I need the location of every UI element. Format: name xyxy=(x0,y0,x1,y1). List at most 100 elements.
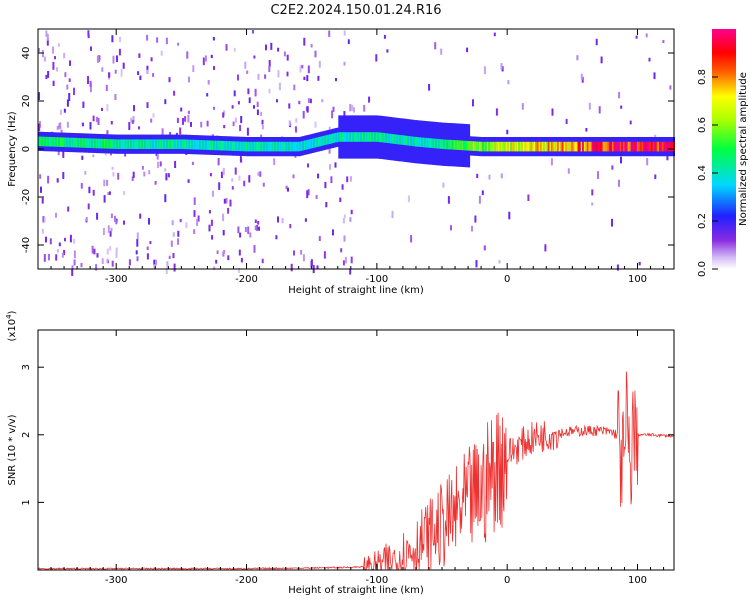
spectral-cell xyxy=(644,141,647,152)
spectral-cell xyxy=(568,141,571,152)
spectral-cell xyxy=(231,141,234,151)
spectral-cell xyxy=(325,135,328,145)
spectral-cell xyxy=(325,202,328,208)
spectral-cell xyxy=(108,139,111,149)
spectral-cell xyxy=(53,137,56,147)
spectral-cell xyxy=(598,106,601,114)
spectral-cell xyxy=(82,101,85,108)
spectral-cell xyxy=(601,141,603,152)
spectral-cell xyxy=(164,194,167,203)
spectral-cell xyxy=(192,65,195,72)
x-tick-label: 100 xyxy=(628,274,647,285)
spectral-cell xyxy=(408,136,411,146)
spectral-cell xyxy=(434,42,437,50)
x-tick-label: -100 xyxy=(366,575,389,586)
spectral-cell xyxy=(315,195,318,199)
spectral-cell xyxy=(410,235,413,243)
spectral-cell xyxy=(378,132,381,143)
spectral-cell xyxy=(349,268,352,275)
spectral-cell xyxy=(176,117,179,123)
spectral-cell xyxy=(292,174,295,179)
spectral-cell xyxy=(510,141,513,152)
spectral-cell xyxy=(185,222,188,228)
spectral-cell xyxy=(227,207,230,214)
spectral-cell xyxy=(567,168,570,174)
spectral-cell xyxy=(615,141,618,152)
spectral-cell xyxy=(115,247,118,254)
spectral-cell xyxy=(272,141,275,152)
spectral-cell xyxy=(268,60,271,67)
spectral-cell xyxy=(247,141,250,152)
spectral-cell xyxy=(238,175,241,181)
spectral-cell xyxy=(508,141,511,152)
spectral-cell xyxy=(404,135,406,146)
spectral-cell xyxy=(260,141,263,152)
spectral-cell xyxy=(433,138,436,149)
spectral-cell xyxy=(349,132,352,142)
spectral-cell xyxy=(234,167,237,175)
spectral-cell xyxy=(240,257,243,263)
spectral-cell xyxy=(193,210,196,217)
spectral-cell xyxy=(239,232,242,238)
spectral-cell xyxy=(303,37,306,46)
spectral-cell xyxy=(106,248,109,255)
spectral-cell xyxy=(54,56,56,60)
spectral-cell xyxy=(541,141,544,152)
spectral-cell xyxy=(225,44,228,51)
spectral-cell xyxy=(663,141,666,152)
spectral-cell xyxy=(449,139,452,150)
spectral-cell xyxy=(234,117,237,123)
spectral-cell xyxy=(393,134,395,144)
spectral-cell xyxy=(669,141,672,152)
spectral-cell xyxy=(227,255,230,261)
spectral-cell xyxy=(206,93,209,97)
spectral-cell xyxy=(500,63,503,70)
colorbar-gradient xyxy=(712,29,736,269)
bottom-x-ticks: -300 -200 -100 0 100 xyxy=(50,330,665,586)
spectral-cell xyxy=(465,140,467,151)
spectral-cell xyxy=(120,139,123,149)
spectral-cell xyxy=(131,176,134,181)
spectral-cell xyxy=(63,108,66,113)
spectral-cell xyxy=(114,139,117,149)
spectral-cell xyxy=(187,110,190,115)
spectral-cell xyxy=(95,138,98,149)
spectral-cell xyxy=(258,141,261,152)
spectral-cell xyxy=(291,141,294,152)
spectral-cell xyxy=(576,55,579,61)
spectral-cell xyxy=(429,138,431,148)
spectral-cell xyxy=(225,197,228,204)
spectral-cell xyxy=(264,141,267,152)
spectral-cell xyxy=(146,69,149,74)
spectral-cell xyxy=(44,136,47,147)
spectral-cell xyxy=(165,37,168,45)
spectral-cell xyxy=(55,212,57,218)
top-x-ticks: -300 -200 -100 0 100 xyxy=(50,29,665,285)
spectral-cell xyxy=(366,132,369,142)
spectral-cell xyxy=(640,141,643,152)
spectral-cell xyxy=(231,186,234,190)
spectral-cell xyxy=(313,138,316,148)
spectral-cell xyxy=(335,132,338,143)
spectral-cell xyxy=(101,107,103,111)
spectral-cell xyxy=(188,139,191,150)
spectral-cell xyxy=(70,137,73,148)
bottom-y-axis-label: SNR (10 * v/v) xyxy=(7,414,18,485)
spectral-cell xyxy=(583,141,586,152)
bottom-y-ticks: 1 2 3 xyxy=(21,364,674,506)
spectral-cell xyxy=(171,220,174,226)
spectral-cell xyxy=(374,132,377,142)
spectral-cell xyxy=(218,182,221,190)
spectral-cell xyxy=(285,185,288,190)
spectral-cell xyxy=(38,48,40,53)
spectral-cell xyxy=(153,264,156,270)
spectral-cell xyxy=(103,138,106,149)
spectral-cell xyxy=(168,77,171,83)
spectral-cell xyxy=(391,134,394,144)
spectral-cell xyxy=(250,141,253,152)
spectral-cell xyxy=(81,138,84,148)
colorbar-tick-label: 0.2 xyxy=(697,213,708,229)
spectral-cell xyxy=(194,139,197,150)
x-tick-label: -300 xyxy=(105,274,128,285)
spectral-cell xyxy=(577,141,580,152)
